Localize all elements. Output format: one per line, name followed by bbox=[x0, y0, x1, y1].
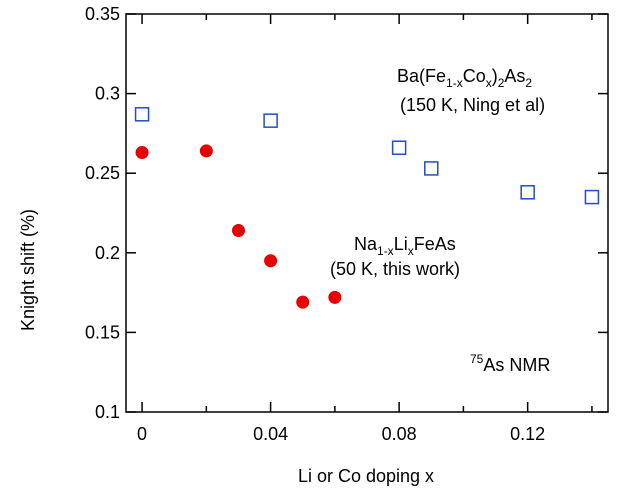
y-tick-label: 0.1 bbox=[95, 402, 120, 422]
x-tick-label: 0.08 bbox=[382, 424, 417, 444]
x-tick-label: 0.04 bbox=[253, 424, 288, 444]
open-square-point bbox=[391, 140, 407, 155]
y-axis-tick-labels: 0.1 0.15 0.2 0.25 0.3 0.35 bbox=[85, 4, 120, 422]
x-axis-title: Li or Co doping x bbox=[298, 466, 434, 486]
filled-circle-point bbox=[199, 144, 213, 158]
open-square-point bbox=[263, 113, 278, 128]
filled-circle-point bbox=[328, 290, 342, 304]
plot-border bbox=[125, 13, 609, 413]
open-square-point bbox=[520, 185, 535, 200]
open-square-point bbox=[584, 189, 600, 205]
annotation-ba-line1: Ba(Fe1-xCox)2As2 bbox=[397, 66, 532, 90]
series-na-li-feas bbox=[135, 144, 342, 309]
x-tick-label: 0.12 bbox=[510, 424, 545, 444]
x-axis-tick-labels: 0 0.04 0.08 0.12 bbox=[137, 424, 545, 444]
open-square-point bbox=[424, 161, 439, 176]
y-tick-label: 0.25 bbox=[85, 163, 120, 183]
open-square-point bbox=[134, 107, 150, 122]
annotation-na-line1: Na1-xLixFeAs bbox=[354, 234, 456, 258]
x-axis-ticks bbox=[141, 14, 593, 412]
annotation-nmr: 75As NMR bbox=[470, 352, 550, 375]
filled-circle-point bbox=[231, 224, 245, 238]
x-tick-label: 0 bbox=[137, 424, 147, 444]
y-tick-label: 0.3 bbox=[95, 84, 120, 104]
filled-circle-point bbox=[264, 254, 278, 268]
data-points bbox=[134, 107, 600, 309]
y-tick-label: 0.35 bbox=[85, 4, 120, 24]
filled-circle-point bbox=[135, 146, 149, 160]
series-ba-fe-co-as bbox=[134, 107, 600, 205]
y-tick-label: 0.15 bbox=[85, 322, 120, 342]
y-axis-ticks bbox=[126, 13, 608, 413]
annotation-ba-line2: (150 K, Ning et al) bbox=[400, 95, 545, 115]
y-tick-label: 0.2 bbox=[95, 243, 120, 263]
annotation-na-line2: (50 K, this work) bbox=[330, 259, 460, 279]
filled-circle-point bbox=[296, 295, 310, 309]
plot-frame bbox=[125, 13, 609, 413]
y-axis-title: Knight shift (%) bbox=[18, 209, 38, 331]
